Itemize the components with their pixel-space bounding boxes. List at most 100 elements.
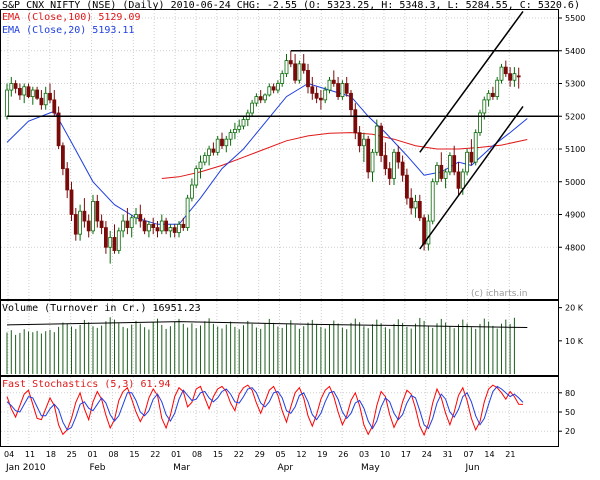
candle-bull (78, 210, 82, 235)
candle-bear (69, 189, 74, 215)
candle-bull (284, 60, 289, 75)
month-label: Feb (90, 463, 106, 473)
candle-bear (52, 99, 57, 114)
candle-bear (516, 75, 521, 78)
chart-title: S&P CNX NIFTY (NSE) (Daily) 2010-06-24 C… (2, 0, 580, 11)
candle-bear (288, 60, 293, 65)
date-tick-label: 22 (234, 450, 244, 459)
date-tick-label: 08 (192, 450, 202, 459)
candle-bear (258, 96, 263, 101)
ema20-label: EMA (Close,20) 5193.11 (2, 25, 135, 36)
candle-bull (241, 119, 246, 127)
watermark: (c) icharts.in (471, 289, 527, 299)
date-tick-label: 01 (171, 450, 181, 459)
candle-bull (486, 92, 491, 101)
date-tick-label: 15 (129, 450, 139, 459)
price-tick-label: 5400 (565, 47, 585, 56)
date-tick-label: 31 (443, 450, 453, 459)
candle-bull (392, 151, 396, 179)
candle-bear (95, 200, 100, 222)
candle-bear (271, 86, 276, 91)
candle-bear (301, 63, 306, 71)
candles (5, 50, 521, 264)
candle-bull (189, 184, 194, 199)
candle-bull (323, 89, 328, 101)
candle-bull (185, 197, 190, 229)
axis-ticks: 5500 5400 5300 5200 5100 5000 4900 4800 04 11 18 25… (4, 14, 585, 473)
channel-upper-line (419, 11, 524, 153)
date-tick-label: 19 (317, 450, 327, 459)
candle-bull (297, 63, 302, 81)
date-tick-label: 07 (463, 450, 473, 459)
stochastic-lines (6, 384, 524, 437)
date-tick-label: 01 (88, 450, 98, 459)
candle-bear (387, 168, 392, 179)
date-tick-label: 17 (401, 450, 411, 459)
candle-bull (121, 220, 125, 232)
candle-bull (482, 99, 487, 114)
candle-bear (336, 83, 341, 97)
price-tick-label: 4900 (565, 211, 585, 220)
month-label: May (361, 463, 380, 473)
candle-bear (344, 83, 349, 94)
candle-bear (82, 210, 87, 222)
date-tick-label: 08 (108, 450, 118, 459)
candle-bear (151, 223, 156, 228)
candle-bull (374, 125, 379, 153)
candle-bear (456, 171, 461, 189)
candle-bear (142, 220, 147, 232)
candle-bull (5, 89, 9, 117)
candle-bear (417, 200, 422, 219)
ema100-label: EMA (Close,100) 5129.09 (2, 12, 141, 23)
candle-bull (194, 168, 199, 186)
candle-bull (512, 73, 517, 81)
candle-bull (202, 155, 207, 163)
date-tick-label: 18 (46, 450, 56, 459)
volume-tick-label: 20 K (565, 304, 584, 313)
candle-bull (9, 83, 14, 91)
stoch-d-line (6, 385, 524, 431)
candle-bull (327, 79, 332, 91)
ema100-line (161, 132, 528, 179)
date-tick-label: 11 (25, 450, 35, 459)
candle-bear (508, 73, 513, 81)
candle-bull (198, 161, 203, 170)
candle-bull (207, 148, 212, 156)
candle-bear (469, 151, 474, 163)
date-tick-label: 25 (67, 450, 77, 459)
date-tick-label: 29 (255, 450, 265, 459)
candle-bull (91, 200, 95, 232)
candle-bull (146, 223, 151, 232)
candle-bull (129, 217, 134, 228)
candle-bear (409, 197, 414, 209)
candle-bear (104, 227, 108, 248)
candle-bear (164, 220, 169, 232)
candle-bear (452, 155, 457, 173)
candle-bear (310, 86, 315, 94)
candle-bull (478, 112, 482, 134)
month-label: Jun (464, 463, 479, 473)
candle-bull (465, 151, 470, 173)
candle-bear (61, 145, 65, 170)
candle-bear (65, 168, 70, 191)
candle-bear (439, 164, 444, 179)
price-tick-label: 5300 (565, 80, 585, 89)
candle-bull (159, 220, 164, 232)
candle-bear (138, 214, 143, 222)
candle-bear (35, 89, 39, 99)
date-tick-label: 03 (359, 450, 369, 459)
candle-bull (254, 96, 259, 104)
candle-bull (267, 86, 272, 96)
candle-bear (379, 125, 384, 156)
volume-label: Volume (Turnover in Cr.) 16951.23 (2, 303, 201, 314)
candle-bear (490, 92, 495, 97)
candle-bull (499, 66, 504, 81)
date-tick-label: 10 (380, 450, 390, 459)
candle-bull (43, 92, 48, 106)
candle-bull (473, 132, 478, 163)
candle-bull (108, 237, 113, 248)
date-tick-label: 14 (484, 450, 494, 459)
volume-bars (6, 317, 528, 374)
candle-bear (220, 138, 224, 147)
candle-bear (73, 214, 78, 235)
